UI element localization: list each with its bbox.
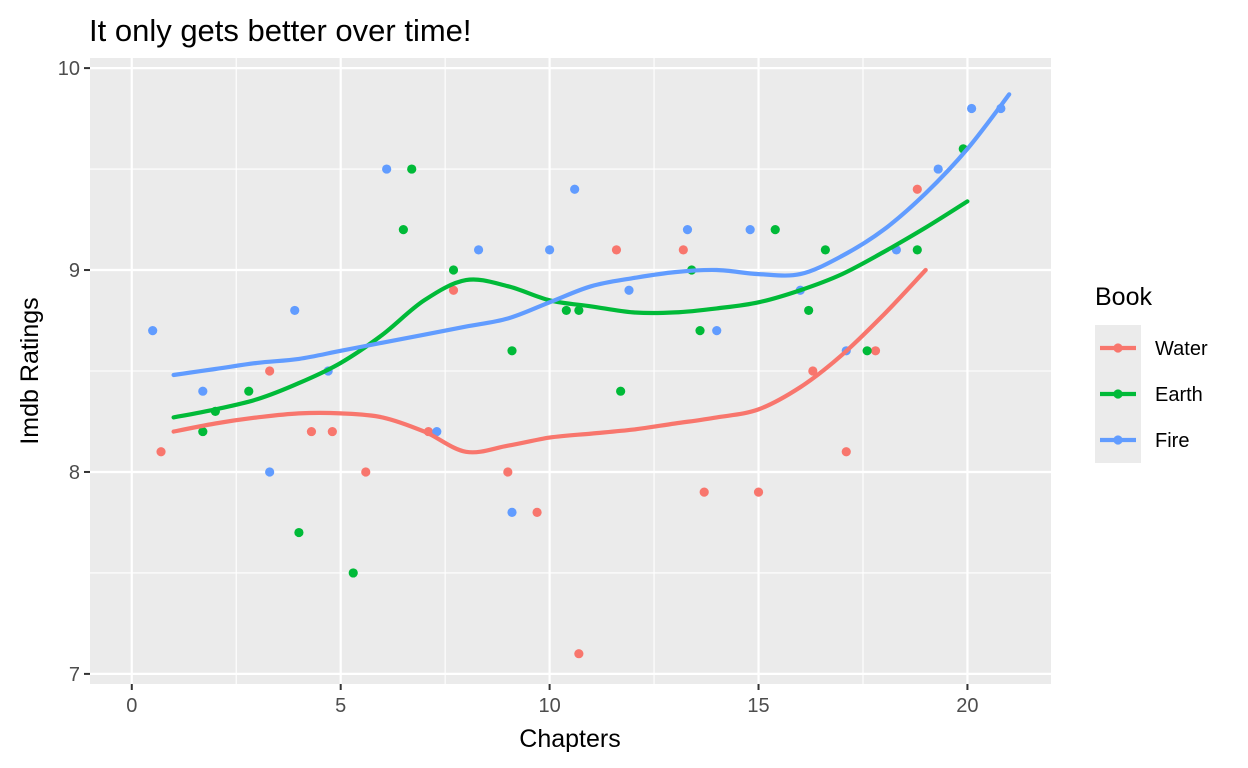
x-tick-label: 10 — [538, 695, 560, 717]
water-point — [306, 426, 317, 437]
water-point — [841, 447, 851, 457]
earth-point — [820, 245, 830, 255]
fire-point — [570, 184, 580, 194]
fire-point — [198, 386, 208, 396]
x-tick-label: 15 — [747, 695, 769, 717]
fire-point — [148, 326, 158, 336]
earth-point — [770, 225, 780, 235]
water-point — [361, 467, 371, 477]
earth-point — [561, 305, 571, 316]
fire-point — [624, 285, 634, 295]
water-point — [753, 487, 764, 497]
y-tick-label: 7 — [69, 664, 80, 686]
fire-point — [545, 245, 555, 255]
earth-point — [407, 164, 417, 174]
grid-minor — [90, 58, 1051, 684]
water-point — [448, 285, 459, 295]
water-point — [678, 245, 688, 255]
legend: Book Water Earth Fire — [1095, 283, 1208, 463]
x-tick-labels: 0 5 10 15 20 — [126, 695, 978, 717]
water-point — [327, 426, 337, 437]
water-point — [503, 467, 513, 477]
water-point — [574, 649, 584, 659]
chart-title: It only gets better over time! — [89, 13, 472, 48]
legend-label-earth: Earth — [1155, 384, 1203, 406]
earth-point — [398, 225, 408, 235]
legend-items: Water Earth Fire — [1095, 325, 1208, 463]
fire-point — [745, 225, 755, 235]
x-tick-label: 0 — [126, 695, 137, 717]
fire-point — [290, 305, 300, 316]
water-point — [265, 366, 275, 376]
fire-point — [712, 326, 722, 336]
fire-point — [933, 164, 943, 174]
fire-trend-line — [171, 92, 1012, 378]
scatter-points — [148, 103, 1006, 659]
y-tick-label: 9 — [69, 260, 80, 282]
water-point — [532, 507, 542, 517]
water-point — [870, 346, 881, 356]
y-axis-title: Imdb Ratings — [16, 297, 44, 444]
earth-point — [862, 346, 872, 356]
water-trend-line — [171, 267, 928, 455]
legend-label-water: Water — [1155, 338, 1208, 360]
fire-point — [265, 467, 275, 477]
earth-point — [912, 245, 922, 255]
y-tick-label: 10 — [58, 58, 80, 80]
earth-point — [244, 386, 254, 396]
earth-point — [448, 265, 459, 275]
earth-point — [804, 305, 814, 316]
earth-point — [616, 386, 626, 396]
water-point — [912, 184, 922, 194]
legend-title: Book — [1095, 283, 1152, 311]
earth-point — [507, 346, 517, 356]
fire-point — [967, 103, 977, 114]
earth-trend-line — [171, 199, 970, 420]
y-tick-label: 8 — [69, 462, 80, 484]
fire-point — [507, 507, 517, 517]
x-tick-label: 5 — [335, 695, 346, 717]
earth-point — [348, 568, 358, 578]
legend-point-water — [1113, 343, 1123, 353]
legend-point-fire — [1113, 435, 1123, 445]
water-point — [699, 487, 709, 497]
axis-ticks — [84, 67, 969, 690]
fire-point — [382, 164, 392, 174]
legend-point-earth — [1113, 389, 1123, 399]
y-tick-labels: 7 8 9 10 — [58, 58, 80, 686]
x-tick-label: 20 — [956, 695, 978, 717]
earth-point — [294, 527, 304, 538]
water-point — [611, 245, 622, 255]
legend-label-fire: Fire — [1155, 430, 1189, 452]
trend-lines — [171, 92, 1012, 455]
earth-point — [198, 426, 208, 437]
grid-major — [90, 58, 1051, 684]
fire-point — [473, 245, 484, 255]
water-point — [808, 366, 818, 376]
fire-point — [432, 426, 442, 437]
earth-point — [574, 305, 584, 316]
fire-point — [682, 225, 693, 235]
earth-point — [695, 326, 705, 336]
x-axis-title: Chapters — [519, 725, 620, 753]
water-point — [156, 447, 166, 457]
